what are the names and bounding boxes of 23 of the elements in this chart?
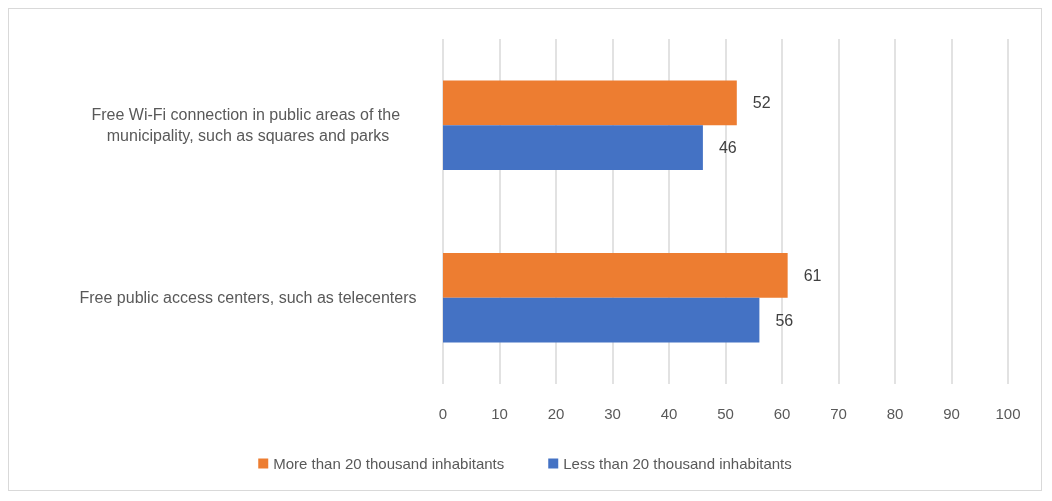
bar (443, 80, 737, 126)
data-label: 56 (775, 311, 794, 329)
x-tick-label: 30 (604, 405, 621, 422)
x-tick-label: 60 (773, 405, 791, 422)
x-tick-label: 40 (660, 405, 678, 422)
x-tick-label: 70 (830, 405, 847, 422)
x-tick-label: 50 (717, 405, 734, 422)
x-tick-label: 0 (438, 405, 448, 422)
x-tick-label: 80 (886, 405, 904, 422)
legend-label: More than 20 thousand inhabitants (273, 455, 505, 472)
data-label: 46 (718, 139, 737, 157)
x-tick-label: 90 (943, 405, 960, 422)
x-tick-label: 20 (547, 405, 565, 422)
bar (443, 297, 760, 343)
bar (443, 125, 703, 171)
bar (443, 252, 788, 298)
x-tick-label: 100 (995, 405, 1021, 422)
data-label: 61 (803, 266, 822, 284)
x-tick-label: 10 (491, 405, 508, 422)
y-tick-label: Free public access centers, such as telecenters (79, 289, 417, 307)
y-tick-label: Free Wi-Fi connection in public areas of the municipality, such as squares and parks (91, 106, 405, 145)
data-label: 52 (752, 94, 771, 112)
legend-label: Less than 20 thousand inhabitants (563, 455, 792, 472)
